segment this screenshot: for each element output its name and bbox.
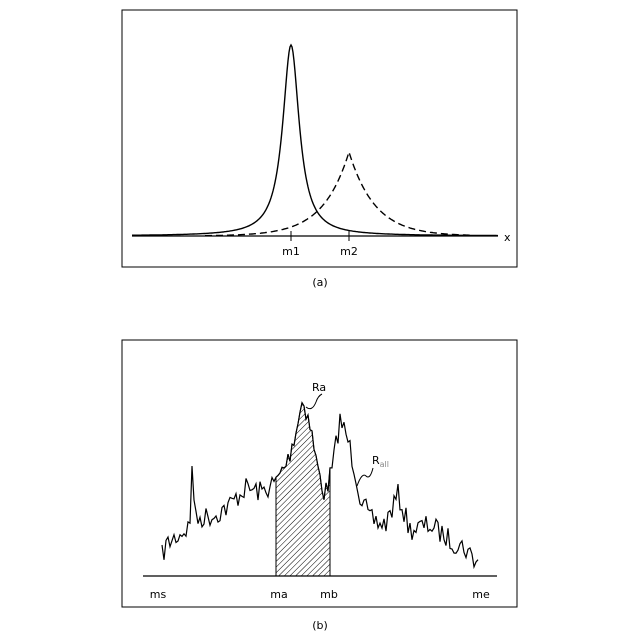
tick-label: ma	[270, 588, 287, 601]
peak-solid	[132, 45, 498, 236]
axis-label: x	[504, 231, 511, 244]
panel-a-frame	[122, 10, 517, 267]
caption: (a)	[312, 276, 327, 289]
tick-label: mb	[320, 588, 338, 601]
tick-label: me	[472, 588, 490, 601]
leader-ra	[306, 394, 322, 409]
region-label: Ra	[312, 381, 326, 394]
tick-label: ms	[150, 588, 167, 601]
tick-label: m1	[282, 245, 300, 258]
page: x m1 m2 (a) Ra Rall ms ma mb me (b) (() …	[0, 0, 640, 640]
tick-label: m2	[340, 245, 358, 258]
caption: (b)	[312, 619, 328, 632]
leader-rall	[357, 468, 373, 486]
curve-label: Rall	[372, 454, 389, 469]
peak-dashed	[205, 152, 470, 236]
curve-label-sub: all	[380, 460, 389, 469]
figure: x m1 m2 (a) Ra Rall ms ma mb me (b)	[0, 0, 640, 640]
